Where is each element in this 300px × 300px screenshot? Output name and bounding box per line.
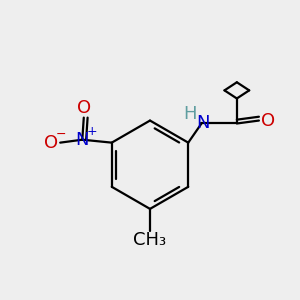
Text: H: H [184,105,197,123]
Text: O: O [261,112,275,130]
Text: −: − [56,128,66,141]
Text: O: O [44,134,58,152]
Text: CH₃: CH₃ [134,231,166,249]
Text: N: N [196,115,210,133]
Text: N: N [76,131,89,149]
Text: +: + [86,125,97,138]
Text: O: O [77,99,91,117]
